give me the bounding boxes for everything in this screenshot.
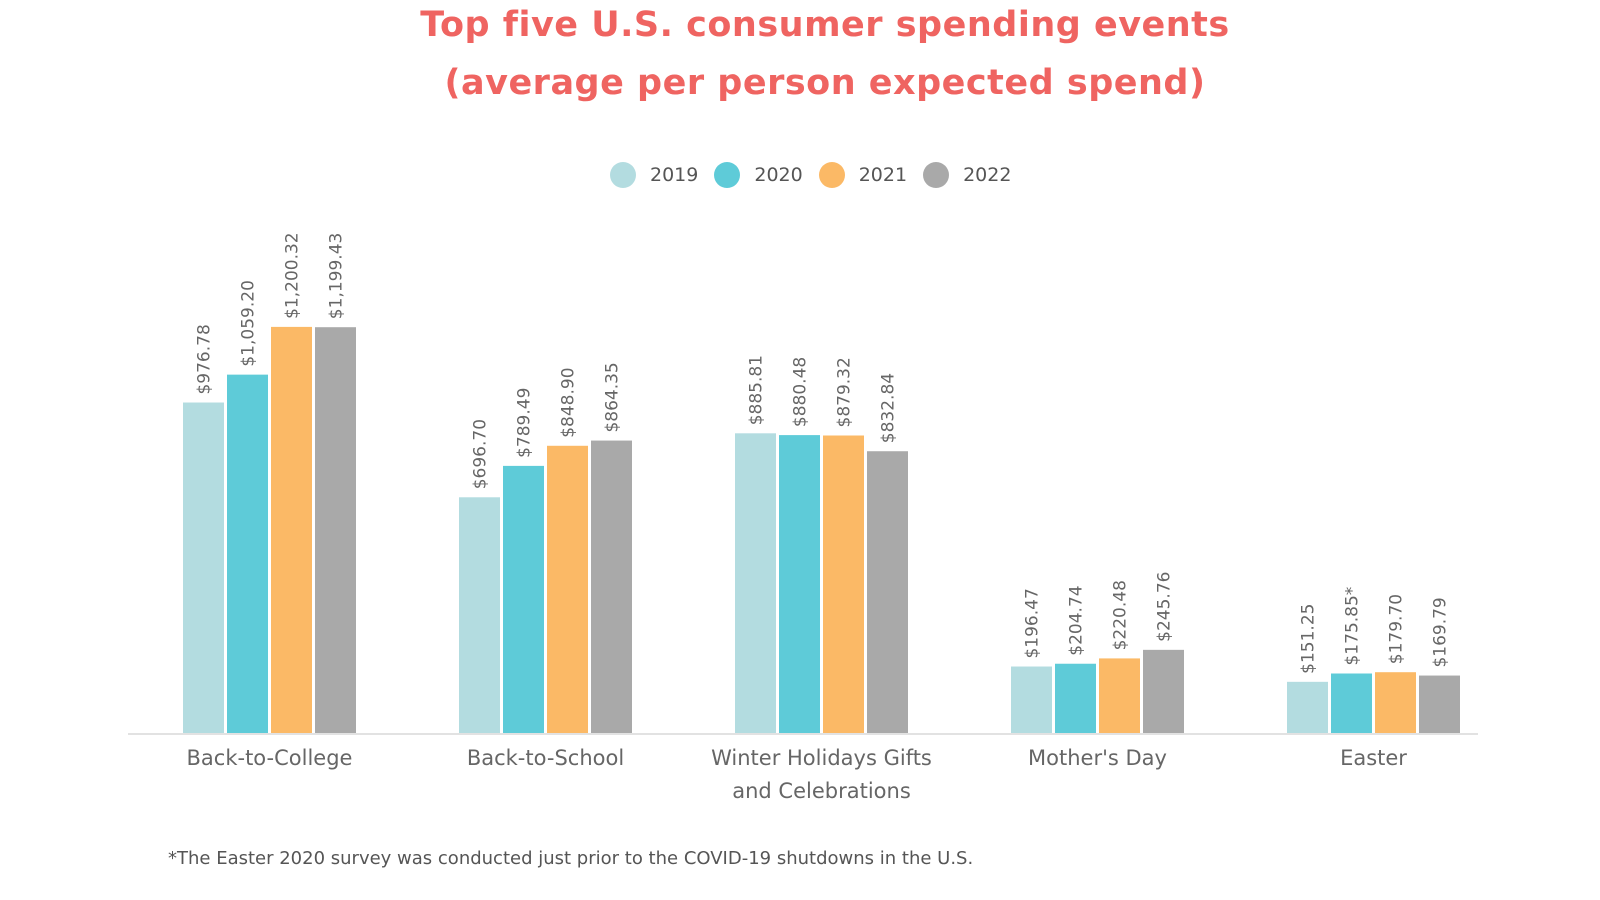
legend-item-2021: 2021: [818, 162, 908, 188]
data-label: $1,059.20: [239, 280, 259, 367]
bar-2022: [1419, 675, 1460, 733]
legend-swatch: [610, 162, 636, 188]
category-label: and Celebrations: [732, 779, 911, 803]
legend-label: 2021: [858, 164, 908, 186]
legend-item-2022: 2022: [923, 162, 1011, 188]
legend-item-2019: 2019: [610, 162, 698, 188]
bar-2021: [547, 445, 588, 733]
bar-2021: [271, 326, 312, 733]
bar-2020: [779, 435, 820, 733]
legend: 2019 2020 2021 2022: [610, 162, 1027, 188]
data-label: $169.79: [1431, 597, 1451, 667]
data-label: $1,200.32: [283, 232, 303, 319]
legend-label: 2020: [754, 164, 803, 186]
bar-2022: [315, 327, 356, 733]
legend-item-2020: 2020: [714, 162, 803, 188]
chart-subtitle: (average per person expected spend): [444, 63, 1206, 103]
data-label: $175.85*: [1343, 587, 1363, 666]
legend-label: 2019: [650, 164, 699, 186]
data-label: $880.48: [791, 357, 811, 427]
legend-label: 2022: [963, 164, 1012, 186]
bar-2020: [227, 374, 268, 733]
category-label: Mother's Day: [1028, 746, 1167, 770]
bar-2019: [459, 497, 500, 733]
bar-2020: [1331, 673, 1372, 733]
data-label: $879.32: [835, 357, 855, 427]
bar-2019: [735, 433, 776, 733]
data-label: $179.70: [1387, 594, 1407, 664]
data-label: $864.35: [603, 362, 623, 432]
data-label: $1,199.43: [327, 233, 347, 320]
data-label: $976.78: [195, 324, 215, 394]
data-label: $832.84: [879, 373, 899, 443]
data-label: $220.48: [1111, 580, 1131, 650]
data-label: $245.76: [1155, 572, 1175, 642]
bar-2022: [867, 451, 908, 733]
bar-2019: [1011, 666, 1052, 733]
category-label: Back-to-School: [467, 746, 624, 770]
bar-2020: [503, 465, 544, 733]
bar-2022: [1143, 649, 1184, 733]
bar-2021: [1099, 658, 1140, 733]
data-label: $789.49: [515, 388, 535, 458]
data-label: $885.81: [747, 355, 767, 425]
bar-2021: [823, 435, 864, 733]
data-label: $848.90: [559, 367, 579, 437]
legend-swatch: [818, 162, 845, 188]
legend-swatch: [714, 162, 741, 188]
data-label: $696.70: [471, 419, 491, 489]
chart-title: Top five U.S. consumer spending events: [420, 5, 1230, 45]
bar-2020: [1055, 663, 1096, 733]
category-label: Back-to-College: [187, 746, 353, 770]
bar-2021: [1375, 672, 1416, 733]
category-label: Winter Holidays Gifts: [711, 746, 932, 770]
data-label: $204.74: [1067, 585, 1087, 655]
legend-swatch: [923, 162, 950, 188]
bar-2022: [591, 440, 632, 733]
bar-2019: [1287, 681, 1328, 733]
category-label: Easter: [1340, 746, 1407, 770]
data-label: $151.25: [1299, 604, 1319, 674]
data-label: $196.47: [1023, 588, 1043, 658]
bar-2019: [183, 402, 224, 733]
footnote: *The Easter 2020 survey was conducted ju…: [168, 848, 974, 869]
